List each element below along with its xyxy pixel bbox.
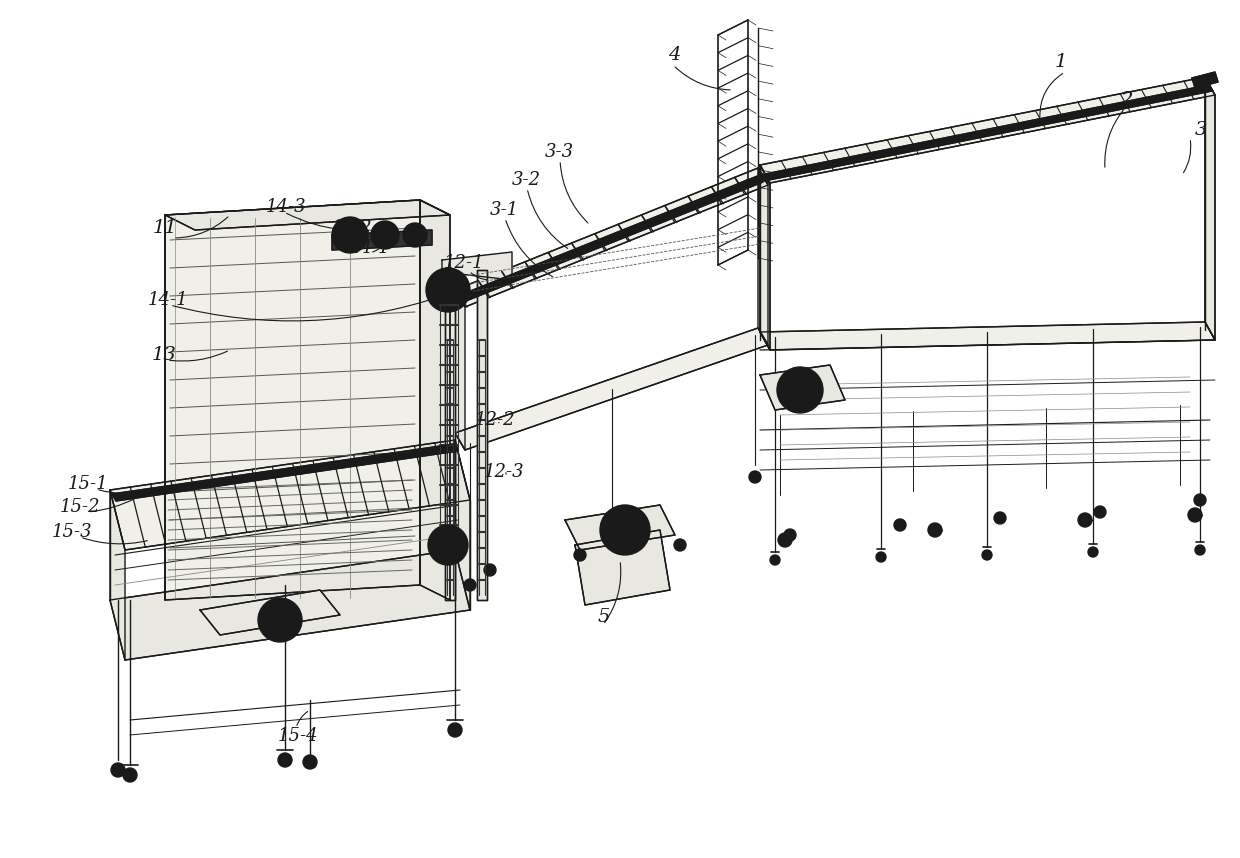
Polygon shape: [458, 175, 763, 303]
Polygon shape: [760, 85, 1211, 181]
Circle shape: [448, 723, 463, 737]
Text: 15-4: 15-4: [278, 727, 319, 745]
Polygon shape: [420, 200, 450, 600]
Circle shape: [341, 226, 360, 244]
Text: 2: 2: [1120, 91, 1132, 109]
Circle shape: [784, 529, 796, 541]
Polygon shape: [760, 165, 770, 350]
Circle shape: [371, 221, 399, 249]
Polygon shape: [200, 590, 340, 635]
Polygon shape: [758, 168, 768, 345]
Circle shape: [1087, 547, 1097, 557]
Polygon shape: [455, 328, 768, 450]
Polygon shape: [565, 505, 675, 550]
Polygon shape: [165, 200, 420, 600]
Polygon shape: [455, 168, 768, 307]
Circle shape: [438, 535, 458, 555]
Polygon shape: [110, 440, 470, 550]
Text: 14-1: 14-1: [148, 291, 188, 309]
Polygon shape: [441, 252, 512, 280]
Circle shape: [574, 549, 587, 561]
Circle shape: [675, 539, 686, 551]
Polygon shape: [1205, 77, 1215, 340]
Polygon shape: [332, 230, 432, 250]
Polygon shape: [575, 530, 670, 605]
Circle shape: [278, 753, 291, 767]
Text: 11: 11: [153, 219, 177, 237]
Circle shape: [1195, 545, 1205, 555]
Text: 1: 1: [1055, 53, 1068, 71]
Circle shape: [403, 223, 427, 247]
Text: 14-2: 14-2: [332, 219, 373, 237]
Polygon shape: [112, 444, 458, 501]
Circle shape: [894, 519, 906, 531]
Text: 3-1: 3-1: [490, 201, 520, 219]
Circle shape: [427, 268, 470, 312]
Polygon shape: [760, 77, 1215, 183]
Text: 12-2: 12-2: [475, 411, 516, 429]
Polygon shape: [455, 440, 470, 610]
Circle shape: [123, 768, 136, 782]
Circle shape: [770, 555, 780, 565]
Text: 12-1: 12-1: [444, 254, 485, 272]
Text: 3-3: 3-3: [546, 143, 574, 161]
Text: 3-2: 3-2: [512, 171, 541, 189]
Circle shape: [1094, 506, 1106, 518]
Circle shape: [1188, 508, 1202, 522]
Circle shape: [428, 525, 467, 565]
Circle shape: [464, 579, 476, 591]
Polygon shape: [760, 365, 844, 410]
Polygon shape: [760, 322, 1215, 350]
Polygon shape: [477, 270, 487, 600]
Circle shape: [436, 279, 459, 301]
Text: 15-3: 15-3: [52, 523, 93, 541]
Polygon shape: [455, 290, 465, 450]
Circle shape: [982, 550, 992, 560]
Text: 5: 5: [598, 608, 610, 626]
Circle shape: [258, 598, 303, 642]
Text: 3: 3: [1195, 121, 1208, 139]
Text: 14-1: 14-1: [350, 239, 391, 257]
Text: 14-3: 14-3: [267, 198, 306, 216]
Circle shape: [378, 228, 392, 242]
Polygon shape: [445, 270, 455, 600]
Circle shape: [777, 533, 792, 547]
Circle shape: [749, 471, 761, 483]
Circle shape: [789, 379, 811, 401]
Circle shape: [269, 609, 291, 631]
Text: 4: 4: [668, 46, 681, 64]
Text: 15-2: 15-2: [60, 498, 100, 516]
Text: 13: 13: [153, 346, 177, 364]
Circle shape: [112, 763, 125, 777]
Polygon shape: [1192, 72, 1218, 88]
Text: 15-1: 15-1: [68, 475, 109, 493]
Circle shape: [484, 564, 496, 576]
Polygon shape: [110, 550, 470, 660]
Polygon shape: [110, 490, 125, 660]
Circle shape: [613, 518, 637, 542]
Circle shape: [332, 217, 368, 253]
Circle shape: [606, 525, 618, 537]
Circle shape: [777, 367, 823, 413]
Circle shape: [303, 755, 317, 769]
Circle shape: [875, 552, 887, 562]
Text: 12-3: 12-3: [484, 463, 525, 481]
Circle shape: [994, 512, 1006, 524]
Circle shape: [928, 523, 942, 537]
Circle shape: [1078, 513, 1092, 527]
Circle shape: [600, 505, 650, 555]
Polygon shape: [165, 200, 450, 230]
Circle shape: [1194, 494, 1207, 506]
